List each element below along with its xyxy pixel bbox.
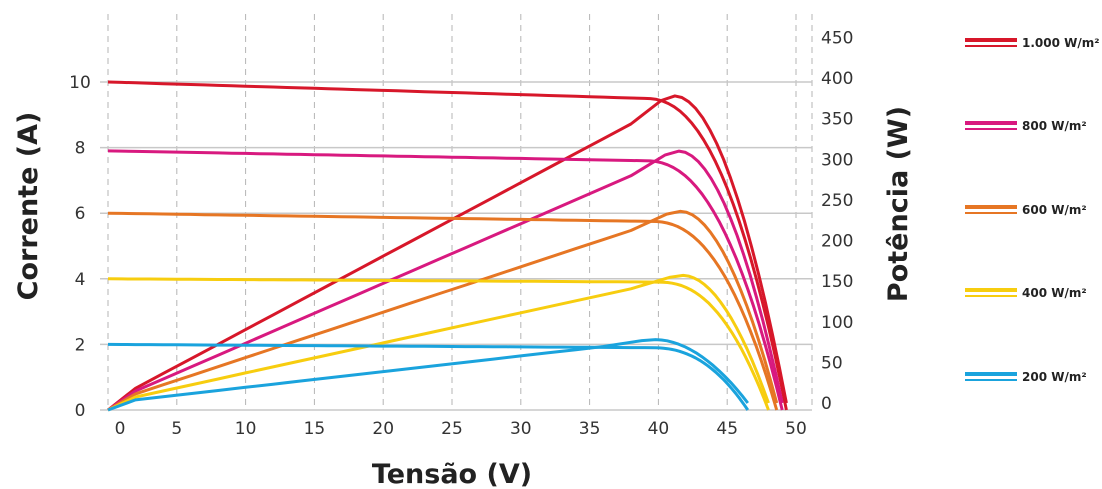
x-tick-label: 20 [372,419,394,439]
y-axis-left-title: Corrente (A) [13,112,44,301]
y-right-tick-label: 250 [821,191,853,211]
y-right-tick-label: 50 [821,353,843,373]
iv-curve [107,342,750,411]
legend-label: 200 W/m² [1022,370,1087,384]
iv-curve [107,149,784,411]
y-left-tick-label: 2 [75,335,86,355]
pv-curve [107,94,788,412]
y-right-tick-label: 200 [821,232,853,252]
y-left-tick-label: 4 [75,270,86,290]
x-tick-label: 50 [785,419,807,439]
y-right-tick-label: 350 [821,110,853,130]
x-tick-label: 5 [171,419,182,439]
y-right-tick-label: 100 [821,313,853,333]
y-left-tick-label: 8 [75,139,86,159]
y-right-tick-label: 450 [821,28,853,48]
tick-labels: 0 5 10 15 20 25 30 35 40 45 5002468100501001502002… [69,28,853,439]
curves [107,80,788,412]
y-axis-right-title: Potência (W) [883,106,914,302]
legend-label: 600 W/m² [1022,203,1087,217]
legend: 1.000 W/m² 800 W/m² 600 W/m² 400 W/m² 200 W/… [965,36,1100,384]
y-left-tick-label: 0 [75,401,86,421]
y-right-tick-label: 150 [821,272,853,292]
y-left-tick-label: 10 [69,73,91,93]
legend-label: 400 W/m² [1022,286,1087,300]
x-tick-label: 30 [510,419,532,439]
pv-curve [107,209,779,412]
x-tick-label: 15 [304,419,326,439]
x-tick-label: 45 [716,419,738,439]
x-tick-label: 40 [648,419,670,439]
iv-curve [107,211,779,411]
legend-label: 1.000 W/m² [1022,36,1100,50]
x-tick-label: 10 [235,419,257,439]
iv-curve [107,80,788,411]
x-tick-label: 0 [115,419,126,439]
legend-label: 800 W/m² [1022,119,1087,133]
grid-lines [100,14,813,411]
y-right-tick-label: 0 [821,394,832,414]
x-tick-label: 35 [579,419,601,439]
x-tick-label: 25 [441,419,463,439]
y-right-tick-label: 400 [821,69,853,89]
x-axis-title: Tensão (V) [372,459,532,489]
pv-curve [107,273,770,412]
y-left-tick-label: 6 [75,204,86,224]
iv-curve [107,277,770,411]
y-right-tick-label: 300 [821,150,853,170]
pv-curve [107,149,784,412]
